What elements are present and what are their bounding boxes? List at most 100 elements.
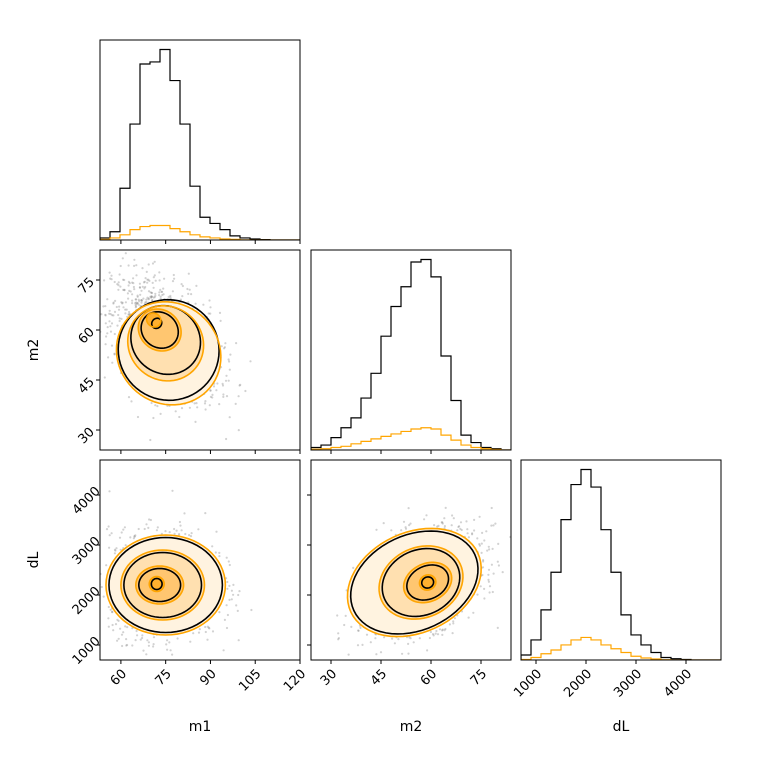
sample-point [238,384,241,387]
sample-point [483,597,486,600]
y-tick-label-dL: 2000 [70,584,104,618]
sample-point [152,416,155,420]
histogram-m1 [100,48,300,240]
sample-point [144,277,147,280]
sample-point [110,274,113,277]
sample-point [108,309,111,312]
sample-point [109,608,112,611]
sample-point [485,530,488,533]
sample-point [479,585,482,588]
sample-point [117,619,120,623]
sample-point [94,275,96,277]
sample-point [478,515,481,518]
sample-point [375,528,378,531]
sample-point [234,402,237,405]
y-tick-label-m2: 60 [76,325,98,347]
black-contour-1 [138,567,182,603]
sample-point [87,618,89,620]
sample-point [215,530,218,533]
sample-point [133,264,136,267]
sample-point [122,528,125,531]
sample-point [124,312,127,315]
sample-point [443,525,446,528]
sample-point [198,628,201,631]
sample-point [106,298,109,301]
sample-point [110,344,114,347]
sample-point [138,286,142,289]
sample-point [238,590,241,593]
sample-point [453,617,456,620]
sample-point [96,303,98,305]
histogram-m2-black-series [311,258,511,450]
sample-point [127,297,130,300]
sample-point [168,531,171,534]
sample-point [197,631,201,634]
sample-point [207,312,210,315]
sample-point [119,285,122,288]
sample-point [153,260,156,263]
sample-point [104,305,107,308]
sample-point [166,639,169,642]
orange-contour-1 [137,308,182,352]
sample-point [162,287,165,290]
sample-point [113,310,117,313]
y-tick-label-m2: 75 [76,275,98,297]
sample-point [436,525,439,528]
sample-point [128,282,131,285]
sample-point [407,652,410,655]
sample-point [443,517,446,520]
sample-point [228,598,231,602]
sample-point [153,274,156,277]
sample-point [379,651,383,654]
sample-point [490,506,493,510]
y-tick-label-m2: 30 [76,425,98,447]
sample-point [102,595,105,598]
sample-point [150,296,153,299]
sample-point [215,389,218,392]
sample-point [110,322,114,325]
sample-point [165,643,168,646]
sample-point [223,346,226,349]
sample-point [382,522,385,525]
sample-point [227,560,230,563]
sample-point [120,531,123,534]
sample-point [235,604,238,607]
sample-point [151,299,154,302]
sample-point [151,299,154,302]
sample-point [166,648,169,651]
sample-point [135,305,138,308]
sample-point [496,626,499,630]
sample-point [218,555,221,558]
sample-point [110,532,113,535]
sample-point [249,360,252,363]
sample-point [123,526,126,529]
sample-point [111,611,114,614]
sample-point [119,627,122,630]
sample-point [486,549,489,552]
orange-contour-0 [148,575,165,593]
sample-point [208,299,211,302]
sample-point [105,564,108,567]
sample-point [353,669,355,671]
sample-point [196,406,199,409]
sample-point [204,625,207,629]
sample-point [237,395,240,398]
sample-point [140,301,143,304]
sample-point [336,614,339,617]
sample-point [490,563,493,566]
sample-point [120,633,124,636]
sample-point [347,653,350,656]
sample-point [105,528,109,531]
orange-contour-0 [145,312,162,328]
sample-point [211,393,214,396]
sample-point [112,302,115,305]
sample-point [359,626,362,630]
sample-point [188,406,191,409]
sample-point [187,272,190,275]
sample-point [159,288,162,291]
sample-point [357,629,360,632]
sample-point [211,630,215,633]
sample-point [116,324,119,327]
black-contour-3 [108,536,224,634]
sample-point [112,629,115,632]
